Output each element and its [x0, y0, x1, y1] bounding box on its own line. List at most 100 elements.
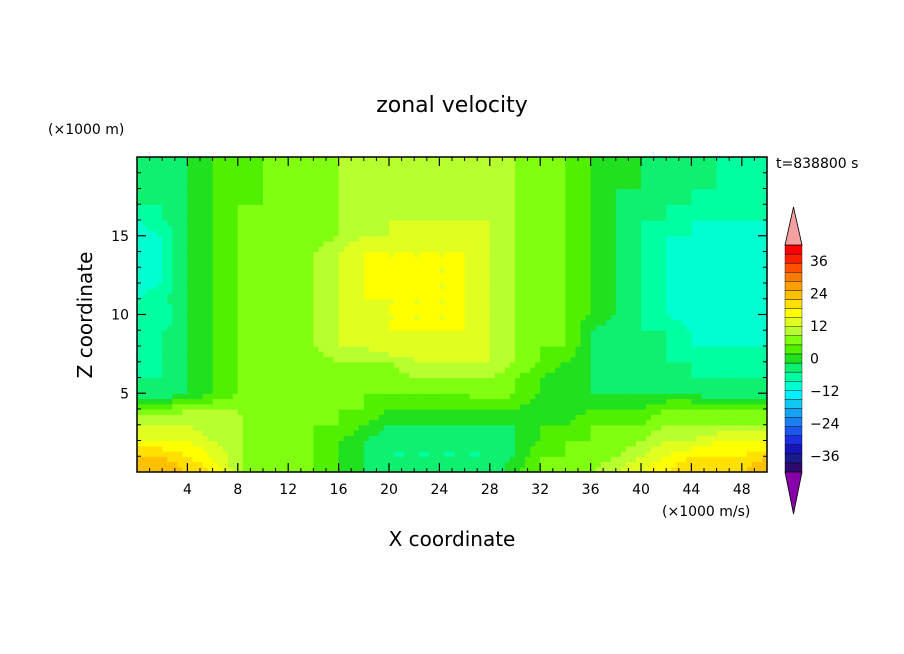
heatmap-cell: [751, 382, 758, 389]
heatmap-cell: [701, 382, 708, 389]
heatmap-cell: [535, 393, 541, 400]
heatmap-cell: [756, 435, 763, 442]
heatmap-cell: [525, 435, 531, 442]
heatmap-cell: [383, 451, 390, 457]
heatmap-cell: [530, 440, 536, 447]
heatmap-cell: [706, 277, 713, 284]
heatmap-cell: [489, 367, 496, 373]
heatmap-cell: [303, 430, 309, 436]
heatmap-cell: [661, 277, 667, 284]
heatmap-cell: [192, 445, 199, 452]
heatmap-cell: [605, 262, 612, 268]
heatmap-cell: [167, 304, 173, 310]
heatmap-cell: [499, 393, 506, 400]
heatmap-cell: [172, 382, 178, 389]
heatmap-cell: [575, 398, 582, 405]
heatmap-cell: [167, 445, 173, 452]
heatmap-cell: [242, 414, 249, 421]
heatmap-cell: [595, 461, 602, 468]
heatmap-cell: [167, 335, 173, 342]
heatmap-cell: [605, 293, 612, 300]
heatmap-cell: [580, 314, 587, 321]
heatmap-cell: [283, 356, 289, 363]
heatmap-cell: [515, 382, 521, 389]
heatmap-cell: [454, 262, 461, 268]
heatmap-cell: [509, 319, 516, 326]
heatmap-cell: [157, 461, 163, 468]
heatmap-cell: [761, 419, 767, 426]
heatmap-cell: [565, 456, 572, 463]
heatmap-cell: [756, 451, 763, 457]
heatmap-cell: [414, 351, 420, 358]
heatmap-cell: [691, 451, 698, 457]
heatmap-cell: [726, 340, 733, 347]
heatmap-cell: [721, 424, 728, 431]
heatmap-cell: [550, 288, 556, 295]
heatmap-cell: [389, 398, 395, 405]
heatmap-cell: [373, 435, 380, 442]
heatmap-cell: [424, 445, 430, 452]
heatmap-cell: [630, 377, 637, 384]
heatmap-cell: [676, 267, 682, 274]
heatmap-cell: [394, 451, 400, 457]
heatmap-cell: [540, 309, 546, 316]
heatmap-cell: [736, 314, 743, 321]
heatmap-cell: [333, 267, 340, 274]
heatmap-cell: [409, 409, 415, 415]
heatmap-cell: [368, 424, 375, 431]
heatmap-cell: [212, 372, 219, 379]
heatmap-cell: [363, 293, 370, 300]
heatmap-cell: [575, 319, 582, 326]
heatmap-cell: [434, 267, 440, 274]
heatmap-cell: [701, 356, 708, 363]
heatmap-cell: [676, 393, 682, 400]
heatmap-cell: [706, 351, 713, 358]
heatmap-cell: [222, 325, 229, 331]
heatmap-cell: [147, 319, 153, 326]
heatmap-cell: [414, 272, 420, 279]
heatmap-cell: [535, 325, 541, 331]
heatmap-cell: [434, 304, 440, 310]
heatmap-cell: [651, 283, 657, 289]
heatmap-cell: [162, 372, 168, 379]
heatmap-cell: [736, 283, 743, 289]
heatmap-cell: [303, 319, 309, 326]
heatmap-cell: [167, 272, 173, 279]
heatmap-cell: [313, 325, 320, 331]
heatmap-cell: [363, 403, 370, 410]
heatmap-cell: [283, 398, 289, 405]
heatmap-cell: [278, 319, 284, 326]
heatmap-cell: [298, 361, 304, 368]
heatmap-cell: [605, 346, 612, 352]
heatmap-cell: [313, 393, 320, 400]
heatmap-cell: [540, 424, 546, 431]
heatmap-cell: [167, 346, 173, 352]
heatmap-cell: [389, 267, 395, 274]
heatmap-cell: [666, 309, 672, 316]
heatmap-cell: [570, 435, 577, 442]
heatmap-cell: [706, 288, 713, 295]
heatmap-cell: [152, 351, 158, 358]
heatmap-cell: [489, 340, 496, 347]
heatmap-cell: [509, 304, 516, 310]
heatmap-cell: [252, 356, 259, 363]
heatmap-cell: [489, 314, 496, 321]
heatmap-cell: [449, 340, 456, 347]
heatmap-cell: [358, 298, 365, 305]
heatmap-cell: [585, 277, 592, 284]
heatmap-cell: [509, 367, 516, 373]
heatmap-cell: [263, 435, 269, 442]
heatmap-cell: [313, 356, 320, 363]
heatmap-cell: [328, 409, 335, 415]
heatmap-cell: [333, 393, 340, 400]
heatmap-cell: [157, 293, 163, 300]
heatmap-cell: [217, 335, 224, 342]
heatmap-cell: [459, 293, 466, 300]
heatmap-cell: [147, 283, 153, 289]
heatmap-cell: [520, 356, 526, 363]
heatmap-cell: [222, 277, 229, 284]
heatmap-cell: [142, 393, 148, 400]
heatmap-cell: [686, 351, 692, 358]
heatmap-cell: [308, 262, 314, 268]
heatmap-cell: [706, 430, 713, 436]
